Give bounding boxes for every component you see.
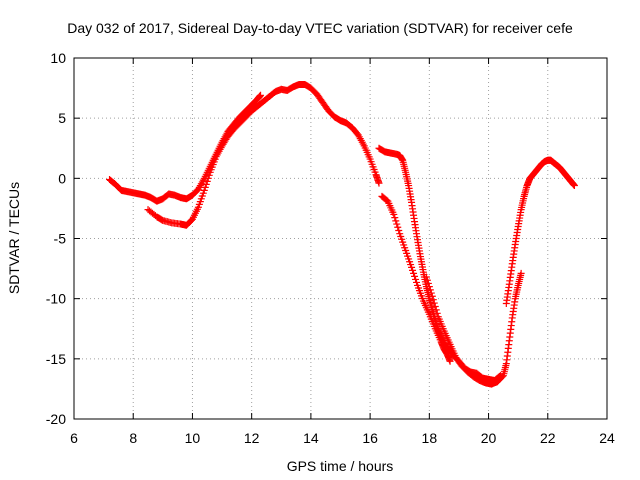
x-tick-label: 22 [540, 430, 556, 446]
plot-frame [73, 57, 608, 420]
y-tick-label: 5 [58, 110, 66, 126]
series-track-3 [378, 192, 454, 365]
x-tick-label: 24 [599, 430, 615, 446]
y-tick-label: -10 [46, 291, 66, 307]
data-point [395, 226, 403, 234]
data-point [394, 223, 402, 231]
x-tick-label: 8 [129, 430, 137, 446]
data-point [409, 266, 417, 274]
data-point [411, 272, 419, 280]
x-tick-label: 14 [303, 430, 319, 446]
data-point [408, 263, 416, 271]
data-point [413, 278, 421, 286]
data-point [428, 292, 436, 300]
data-point [410, 269, 418, 277]
data-point [257, 91, 265, 99]
data-point [426, 286, 434, 294]
data-point [392, 217, 400, 225]
chart-title: Day 032 of 2017, Sidereal Day-to-day VTE… [67, 20, 573, 36]
data-point [423, 276, 431, 284]
y-tick-label: 0 [58, 170, 66, 186]
data-point [203, 177, 211, 185]
y-tick-label: -5 [54, 231, 67, 247]
data-point [393, 220, 401, 228]
data-point [517, 269, 525, 277]
x-tick-label: 20 [481, 430, 497, 446]
data-point [427, 289, 435, 297]
series-track-5 [422, 269, 525, 388]
x-tick-label: 18 [422, 430, 438, 446]
data-point [570, 182, 578, 190]
data-point [201, 183, 209, 191]
data-point [433, 309, 441, 317]
series-track-4 [375, 144, 504, 384]
series-track-6 [502, 156, 578, 307]
data-point [390, 210, 398, 218]
x-tick-label: 6 [70, 430, 78, 446]
x-tick-label: 10 [185, 430, 201, 446]
y-tick-label: -20 [46, 411, 66, 427]
data-point [429, 296, 437, 304]
x-tick-label: 16 [362, 430, 378, 446]
data-point [425, 283, 433, 291]
data-series [106, 80, 578, 388]
data-point [205, 171, 213, 179]
data-point [424, 279, 432, 287]
series-track-2 [144, 80, 383, 229]
tick-labels: 6 8 10 12 14 16 18 20 22 24 -20 -15 -10 -5 0 5 10 [46, 50, 615, 446]
data-point [432, 306, 440, 314]
data-point [422, 273, 430, 281]
series-track-1 [106, 91, 265, 205]
data-point [498, 373, 506, 381]
data-point [391, 214, 399, 222]
x-tick-label: 12 [244, 430, 260, 446]
y-tick-label: 10 [50, 50, 66, 66]
y-axis-label: SDTVAR / TECUs [6, 182, 22, 294]
data-point [430, 299, 438, 307]
grid-lines [74, 58, 607, 419]
data-point [446, 357, 454, 365]
x-axis-label: GPS time / hours [287, 458, 394, 474]
data-point [202, 180, 210, 188]
data-point [375, 179, 383, 187]
y-tick-label: -15 [46, 351, 66, 367]
data-point [204, 174, 212, 182]
data-point [200, 186, 208, 194]
axis-ticks [73, 57, 608, 420]
data-point [412, 275, 420, 283]
data-point [431, 302, 439, 310]
